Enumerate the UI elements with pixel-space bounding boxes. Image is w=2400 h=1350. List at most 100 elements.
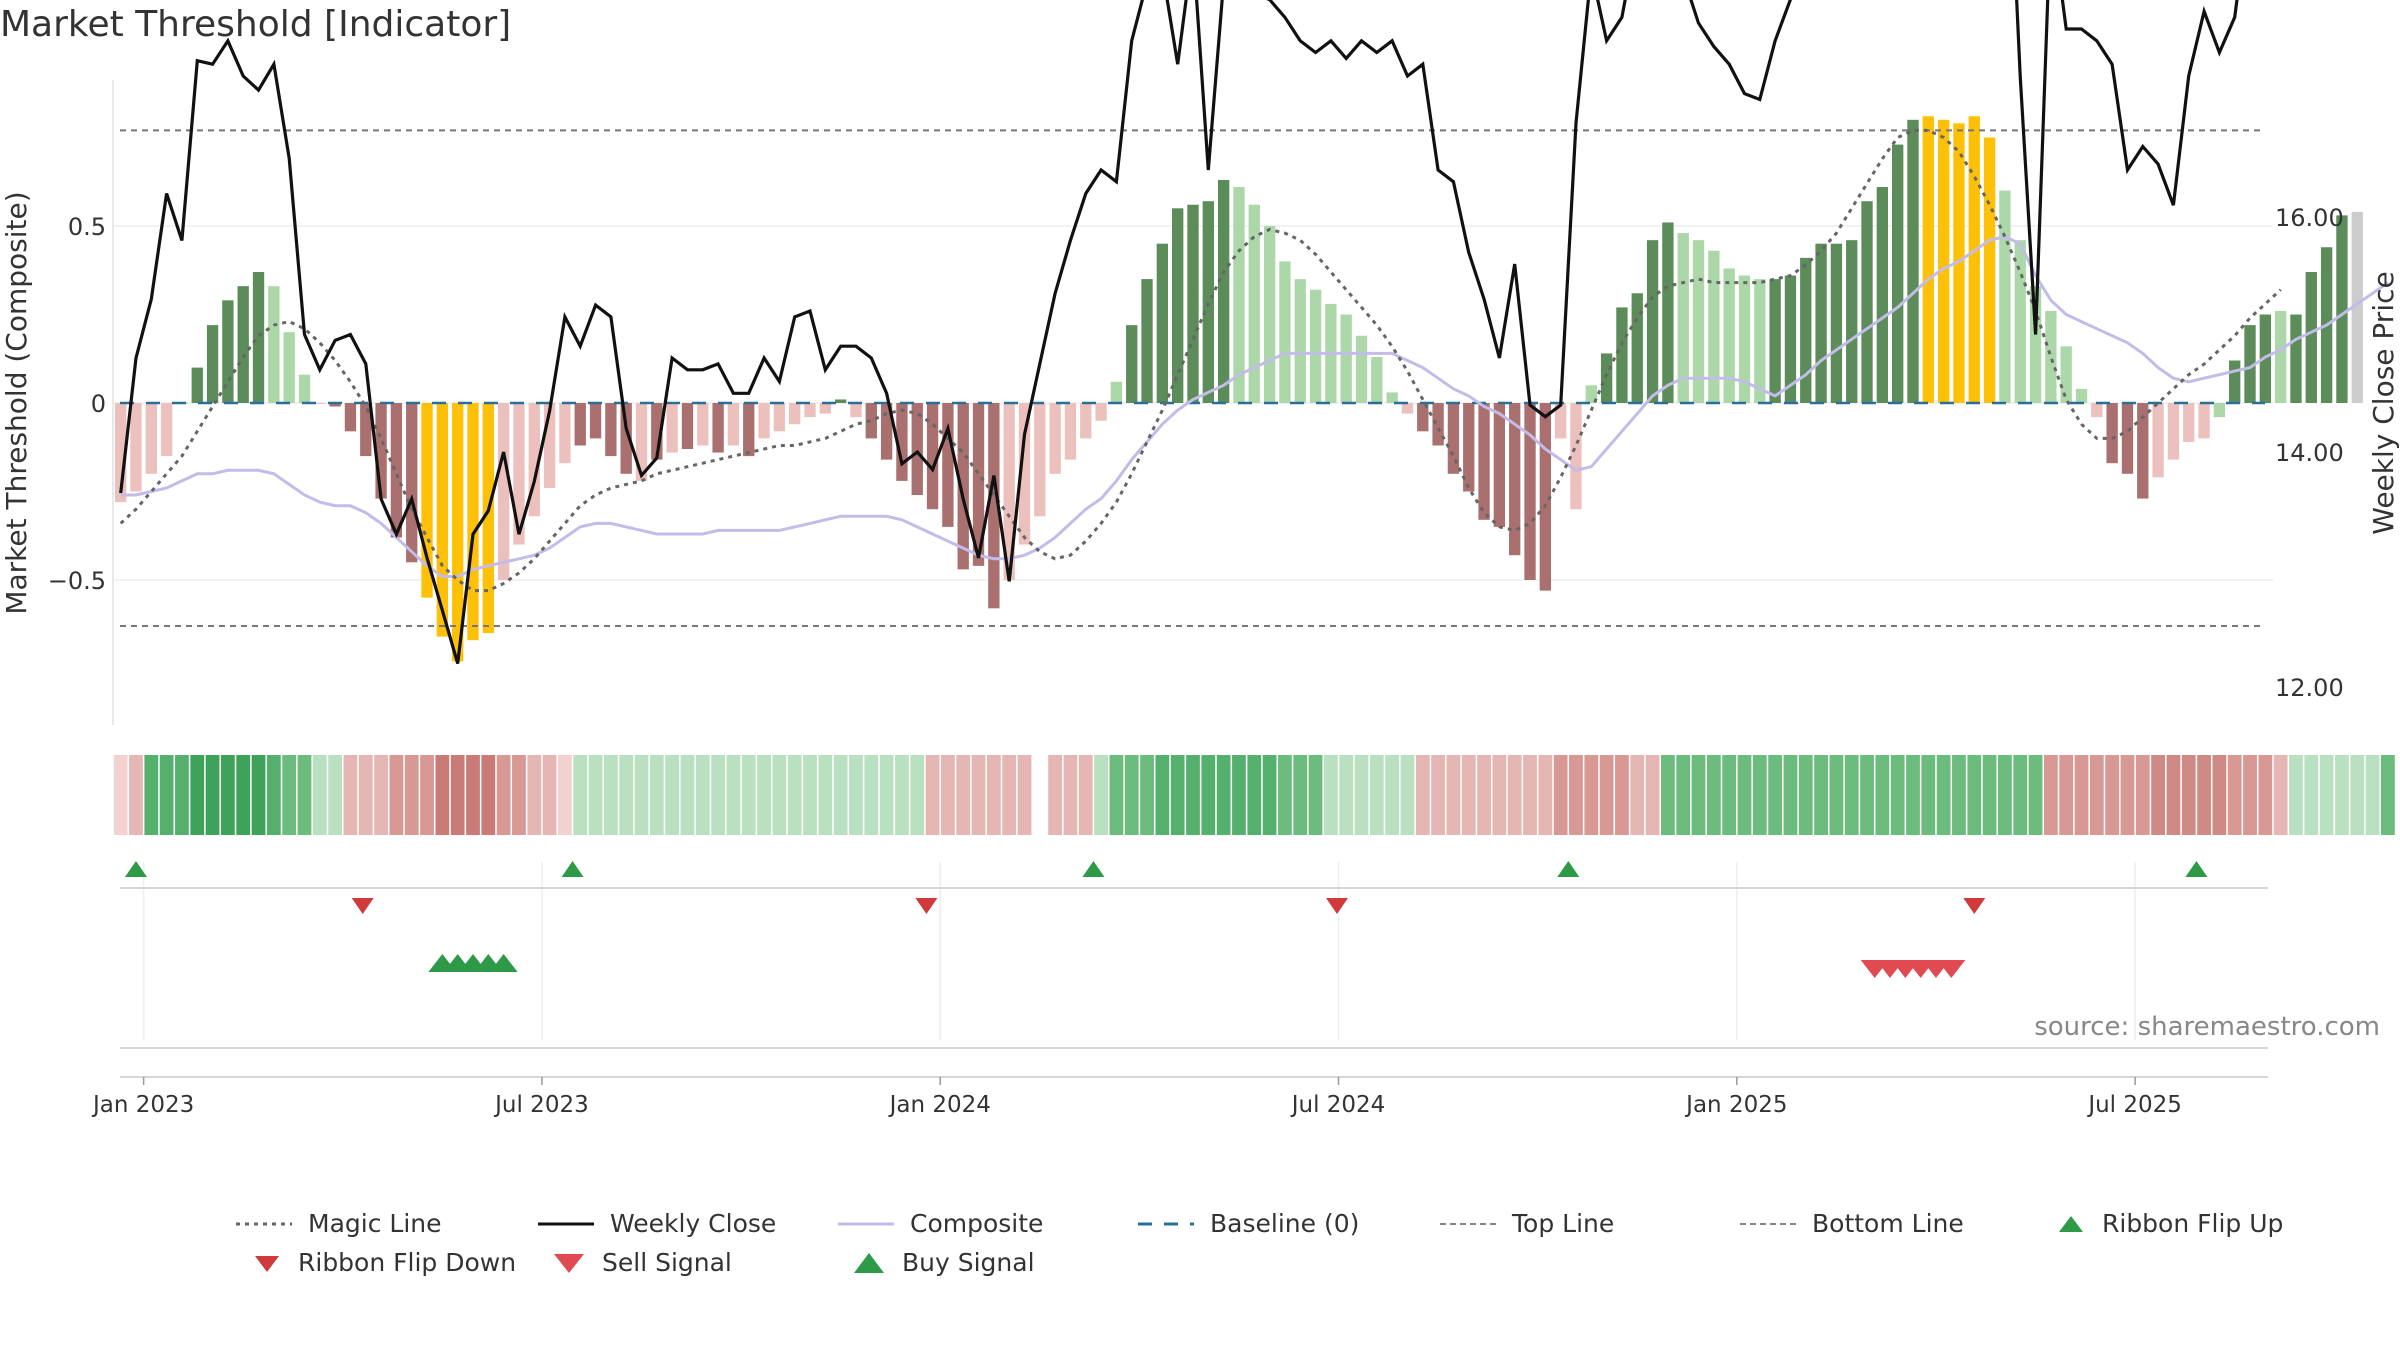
ribbon-cell xyxy=(1492,755,1507,835)
ribbon-cell xyxy=(2381,755,2395,835)
right-tick-label: 12.00 xyxy=(2275,674,2344,702)
ribbon-cell xyxy=(190,755,205,835)
composite-bar xyxy=(237,286,249,403)
composite-bar xyxy=(942,403,954,527)
ribbon-flip-up-marker xyxy=(124,861,147,877)
composite-bar xyxy=(1524,403,1536,580)
ribbon-cell xyxy=(1415,755,1430,835)
composite-bar xyxy=(2213,403,2226,418)
ribbon-cell xyxy=(358,755,373,835)
composite-bar xyxy=(1217,179,1230,403)
composite-bar xyxy=(1723,268,1735,403)
ribbon-cell xyxy=(986,755,1001,835)
ribbon-cell xyxy=(205,755,220,835)
ribbon-cell xyxy=(2243,755,2257,835)
composite-bar xyxy=(1570,403,1582,510)
composite-bar xyxy=(2137,403,2149,499)
composite-bar xyxy=(543,403,556,488)
ribbon-cell xyxy=(1538,755,1553,835)
x-tick-label: Jul 2025 xyxy=(2086,1092,2182,1118)
composite-bar xyxy=(344,403,357,432)
ribbon-cell xyxy=(435,755,450,835)
ribbon-cell xyxy=(1553,755,1568,835)
ribbon-cell xyxy=(1691,755,1706,835)
magic-line xyxy=(119,128,2282,593)
composite-bar xyxy=(1172,208,1184,403)
ribbon-cell xyxy=(1829,755,1844,835)
ribbon-cell xyxy=(1323,755,1338,835)
composite-bar xyxy=(972,403,985,566)
composite-bar xyxy=(1754,279,1766,403)
ribbon-cell xyxy=(1293,755,1308,835)
ribbon-cell xyxy=(2089,755,2104,835)
composite-bar xyxy=(1263,226,1276,403)
left-tick-label: 0.5 xyxy=(68,213,106,241)
composite-bar xyxy=(1616,307,1628,403)
ribbon-cell xyxy=(2105,755,2120,835)
ribbon-cell xyxy=(1599,755,1614,835)
ribbon-cell xyxy=(787,755,802,835)
x-tick-label: Jul 2024 xyxy=(1290,1092,1386,1118)
x-tick-label: Jan 2023 xyxy=(91,1092,194,1118)
ribbon-cell xyxy=(803,755,817,835)
ribbon-cell xyxy=(634,755,649,835)
ribbon-cell xyxy=(2319,755,2334,835)
left-tick-label: 0 xyxy=(91,390,106,418)
ribbon-cell xyxy=(1906,755,1920,835)
composite-bar xyxy=(1769,279,1781,403)
ribbon-cell xyxy=(2212,755,2227,835)
ribbon-cell xyxy=(1737,755,1752,835)
ribbon-cell xyxy=(512,755,526,835)
ribbon-cell xyxy=(2013,755,2028,835)
ribbon-cell xyxy=(1783,755,1798,835)
ribbon-cell xyxy=(1262,755,1277,835)
ribbon-cell xyxy=(527,755,542,835)
composite-bar xyxy=(1539,403,1552,591)
composite-bar xyxy=(651,403,663,460)
ribbon-cell xyxy=(1875,755,1890,835)
composite-bar xyxy=(1646,240,1659,403)
ribbon-cell xyxy=(619,755,634,835)
ribbon-cell xyxy=(297,755,312,835)
ribbon-flip-up-marker xyxy=(2185,861,2208,877)
ribbon-cell xyxy=(1109,755,1124,835)
ribbon-cell xyxy=(941,755,955,835)
left-tick-label: −0.5 xyxy=(48,567,106,595)
composite-bar xyxy=(1417,403,1429,432)
ribbon-cell xyxy=(665,755,680,835)
sell-signal-marker xyxy=(1937,960,1966,978)
composite-bar xyxy=(1493,403,1506,527)
ribbon-cell xyxy=(1998,755,2012,835)
composite-bar xyxy=(2167,403,2180,460)
composite-bar xyxy=(1800,257,1812,403)
ribbon-cell xyxy=(1584,755,1599,835)
ribbon-flip-up-marker xyxy=(561,861,584,877)
composite-bar xyxy=(452,403,464,662)
composite-bar xyxy=(712,403,724,453)
composite-bar xyxy=(1907,119,1919,404)
ribbon-cell xyxy=(144,755,159,835)
composite-bar xyxy=(926,403,939,510)
ribbon-flip-down-marker xyxy=(351,898,374,914)
composite-bar xyxy=(314,403,326,404)
composite-bar xyxy=(620,403,632,474)
ribbon-cell xyxy=(1982,755,1997,835)
composite-bar xyxy=(2290,314,2302,403)
x-tick-label: Jan 2025 xyxy=(1684,1092,1787,1118)
composite-bar xyxy=(1708,250,1720,403)
composite-bar xyxy=(2229,360,2241,403)
ribbon-cell xyxy=(420,755,434,835)
composite-bar xyxy=(482,403,494,634)
ribbon-flip-down-marker xyxy=(1326,898,1348,914)
composite-bar xyxy=(130,403,142,492)
composite-bar xyxy=(1018,403,1031,545)
ribbon-cell xyxy=(1461,755,1476,835)
ribbon-cell xyxy=(879,755,894,835)
ribbon-cell xyxy=(1094,755,1108,835)
composite-bar xyxy=(1922,116,1934,403)
composite-bar xyxy=(2351,211,2363,403)
composite-bar xyxy=(559,403,571,464)
ribbon-cell xyxy=(1170,755,1185,835)
composite-bar xyxy=(1509,403,1521,556)
ribbon-cell xyxy=(2227,755,2242,835)
